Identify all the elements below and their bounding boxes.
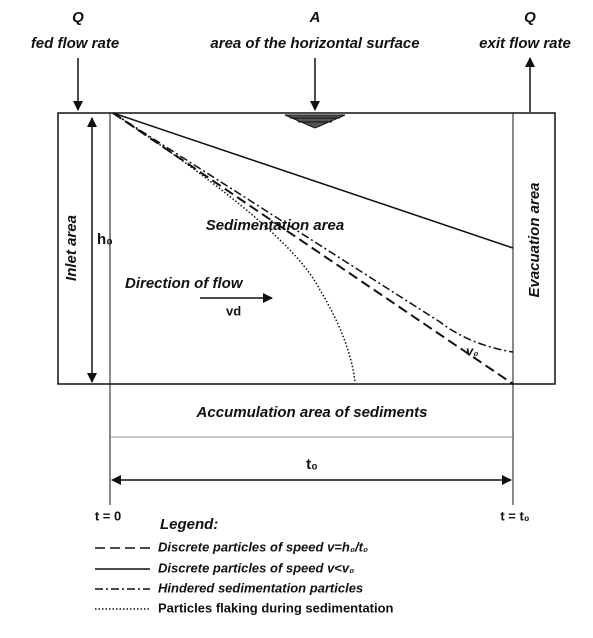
accumulation-zone: Accumulation area of sediments — [196, 404, 428, 421]
surface-caption: area of the horizontal surface — [210, 35, 419, 52]
depth-label: h₀ — [97, 231, 113, 248]
outlet-symbol: Q — [524, 9, 536, 26]
settling-speed: v₀ — [466, 343, 478, 358]
flow-label: Direction of flow — [125, 275, 244, 292]
outlet-caption: exit flow rate — [479, 35, 571, 52]
tank — [57, 57, 556, 610]
time-span: t₀ — [306, 456, 318, 473]
inlet-caption: fed flow rate — [31, 35, 119, 52]
legend-item: Particles flaking during sedimentation — [158, 600, 394, 615]
legend-item: Discrete particles of speed v=h₀/t₀ — [158, 539, 368, 554]
evacuation-zone: Evacuation area — [526, 182, 543, 297]
legend-item: Hindered sedimentation particles — [158, 580, 363, 595]
legend-title: Legend: — [160, 516, 218, 533]
inlet-zone: Inlet area — [63, 215, 80, 281]
time-end: t = t₀ — [500, 508, 529, 523]
flow-speed: vd — [226, 303, 241, 318]
legend-item: Discrete particles of speed v<v₀ — [158, 560, 354, 575]
surface-symbol: A — [309, 9, 321, 26]
time-start: t = 0 — [95, 508, 121, 523]
inlet-symbol: Q — [72, 9, 84, 26]
sedimentation-zone: Sedimentation area — [206, 217, 344, 234]
